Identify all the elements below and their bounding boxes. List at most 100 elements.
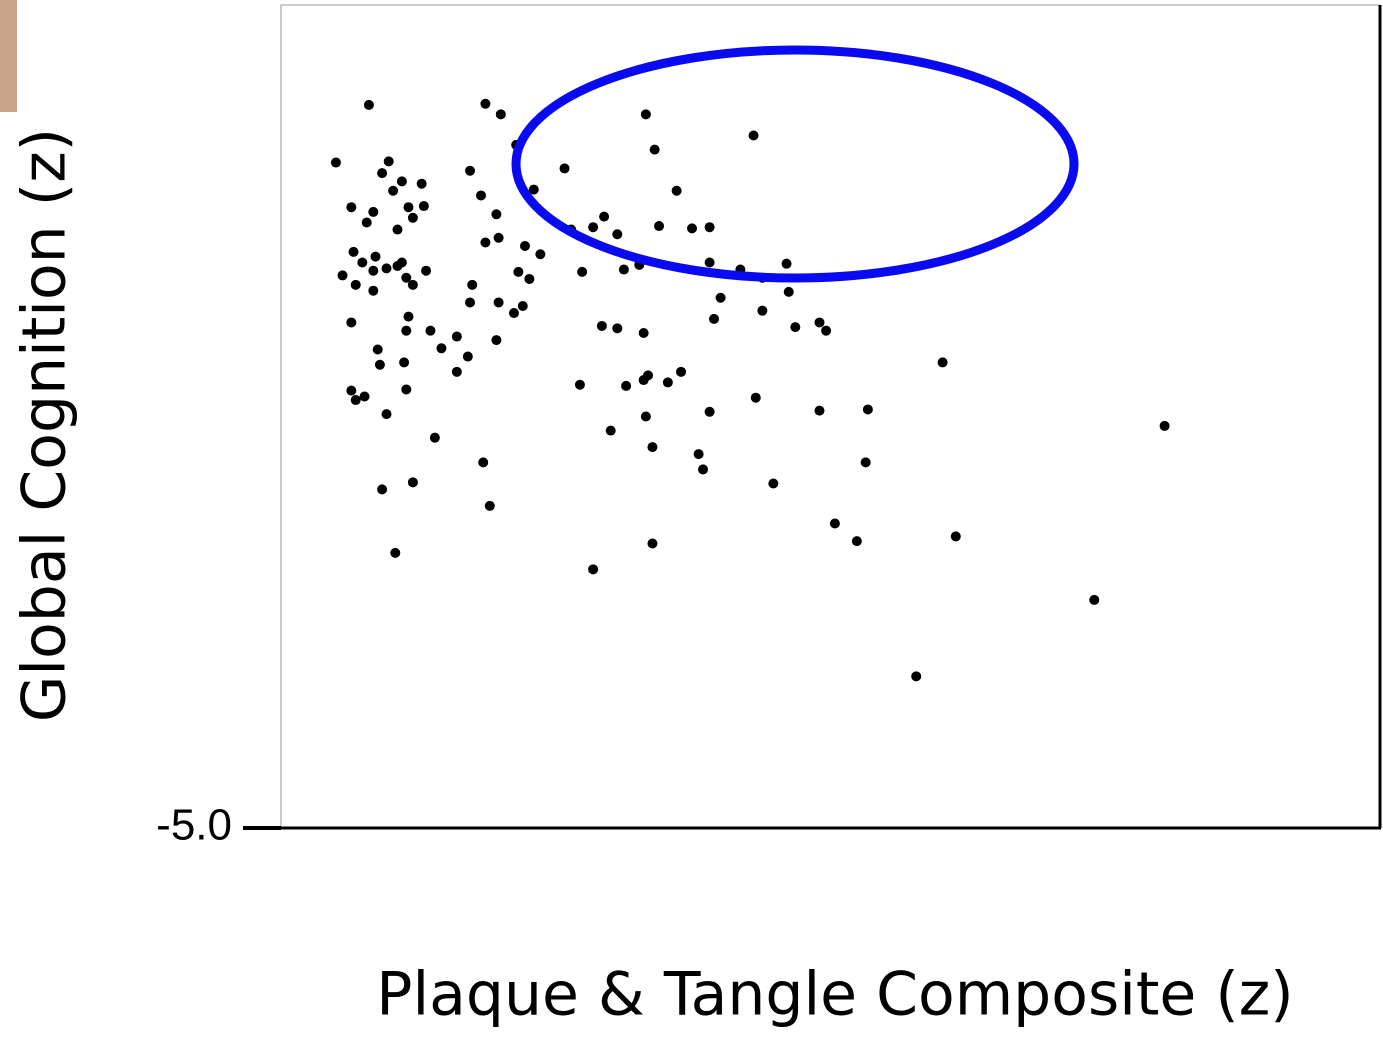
point: [650, 145, 660, 155]
point: [346, 202, 356, 212]
point: [951, 531, 961, 541]
point: [491, 335, 501, 345]
point: [597, 321, 607, 331]
point: [509, 308, 519, 318]
point: [513, 267, 523, 277]
point: [643, 370, 653, 380]
point: [463, 352, 473, 362]
point: [494, 233, 504, 243]
point: [768, 479, 778, 489]
point: [790, 322, 800, 332]
point: [390, 548, 400, 558]
point: [417, 179, 427, 189]
point: [401, 384, 411, 394]
points: [331, 99, 1170, 682]
point: [375, 360, 385, 370]
point: [782, 259, 792, 269]
point: [480, 237, 490, 247]
image-fragment: [0, 0, 17, 112]
point: [863, 404, 873, 414]
point: [491, 209, 501, 219]
point: [403, 312, 413, 322]
point: [757, 306, 767, 316]
point: [1160, 421, 1170, 431]
point: [588, 564, 598, 574]
point: [436, 343, 446, 353]
point: [560, 163, 570, 173]
point: [408, 213, 418, 223]
point: [709, 314, 719, 324]
y-axis-label: Global Cognition (z): [10, 128, 80, 722]
point: [647, 538, 657, 548]
point: [430, 433, 440, 443]
point: [672, 186, 682, 196]
point: [331, 158, 341, 168]
x-axis-label: Plaque & Tangle Composite (z): [376, 960, 1293, 1030]
point: [338, 270, 348, 280]
point: [388, 186, 398, 196]
plot-frame: [281, 5, 1380, 828]
point: [687, 223, 697, 233]
point: [368, 266, 378, 276]
point: [382, 263, 392, 273]
point: [577, 267, 587, 277]
point: [465, 297, 475, 307]
point: [938, 357, 948, 367]
point: [641, 412, 651, 422]
point: [751, 393, 761, 403]
point: [419, 201, 429, 211]
point: [663, 377, 673, 387]
point: [588, 222, 598, 232]
point: [467, 280, 477, 290]
point: [399, 357, 409, 367]
point: [364, 100, 374, 110]
point: [384, 156, 394, 166]
point: [478, 457, 488, 467]
point: [520, 241, 530, 251]
point: [612, 229, 622, 239]
point: [377, 484, 387, 494]
point: [368, 207, 378, 217]
point: [373, 344, 383, 354]
point: [535, 249, 545, 259]
point: [821, 326, 831, 336]
point: [852, 536, 862, 546]
point: [575, 380, 585, 390]
point: [346, 317, 356, 327]
chart: Plaque & Tangle Composite (z) Global Cog…: [0, 0, 1383, 1038]
point: [480, 99, 490, 109]
point: [784, 287, 794, 297]
point: [351, 395, 361, 405]
point: [494, 297, 504, 307]
point: [815, 406, 825, 416]
point: [647, 442, 657, 452]
point: [408, 477, 418, 487]
point: [830, 518, 840, 528]
point: [377, 168, 387, 178]
point: [397, 257, 407, 267]
point: [698, 464, 708, 474]
point: [694, 449, 704, 459]
y-tick-label: -5.0: [156, 801, 232, 850]
point: [518, 301, 528, 311]
point: [408, 280, 418, 290]
point: [606, 426, 616, 436]
point: [465, 166, 475, 176]
point: [621, 381, 631, 391]
point: [641, 109, 651, 119]
point: [368, 286, 378, 296]
point: [619, 265, 629, 275]
point: [705, 222, 715, 232]
point: [403, 202, 413, 212]
point: [452, 332, 462, 342]
point: [421, 266, 431, 276]
point: [716, 293, 726, 303]
point: [371, 252, 381, 262]
point: [349, 247, 359, 257]
highlight-ellipse: [516, 50, 1074, 278]
point: [397, 176, 407, 186]
point: [654, 221, 664, 231]
page: Plaque & Tangle Composite (z) Global Cog…: [0, 0, 1383, 1038]
point: [452, 367, 462, 377]
point: [346, 386, 356, 396]
